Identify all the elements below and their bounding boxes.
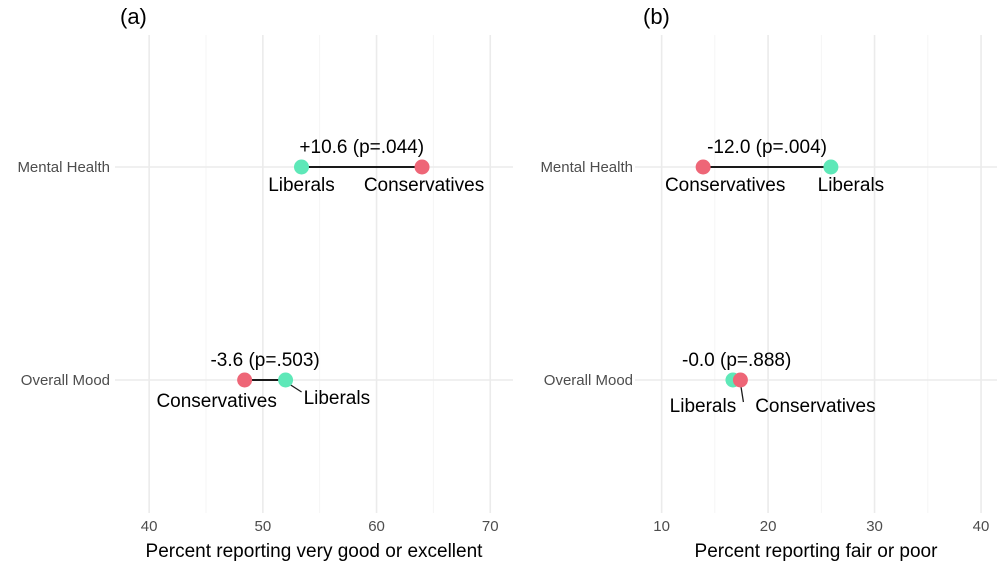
category-label: Overall Mood (21, 372, 110, 389)
x-tick-label: 40 (141, 518, 158, 535)
liberals-point (823, 159, 839, 175)
difference-annotation: -0.0 (p=.888) (682, 350, 791, 371)
conservatives-point (732, 372, 748, 388)
category-label: Mental Health (540, 159, 633, 176)
conservatives-label: Conservatives (665, 175, 785, 196)
x-tick-label: 20 (760, 518, 777, 535)
difference-annotation: -3.6 (p=.503) (210, 350, 319, 371)
x-tick-label: 60 (368, 518, 385, 535)
x-tick-label: 10 (653, 518, 670, 535)
difference-annotation: -12.0 (p=.004) (707, 137, 827, 158)
category-label: Mental Health (17, 159, 110, 176)
panel-tag: (b) (643, 4, 670, 29)
liberals-point (278, 372, 294, 388)
conservatives-point (695, 159, 711, 175)
x-tick-label: 70 (482, 518, 499, 535)
liberals-label: Liberals (818, 175, 885, 196)
liberals-point (293, 159, 309, 175)
difference-annotation: +10.6 (p=.044) (299, 137, 424, 158)
x-axis-title: Percent reporting fair or poor (695, 541, 939, 562)
panel-tag: (a) (120, 4, 147, 29)
x-axis-title: Percent reporting very good or excellent (146, 541, 484, 562)
x-tick-label: 40 (973, 518, 990, 535)
x-tick-label: 50 (254, 518, 271, 535)
liberals-label: Liberals (304, 388, 371, 409)
conservatives-label: Conservatives (364, 175, 484, 196)
conservatives-label: Conservatives (755, 396, 875, 417)
category-label: Overall Mood (544, 372, 633, 389)
conservatives-label: Conservatives (156, 391, 276, 412)
panel-b: 10 20 30 40 (b) Percent reporting fair or poo… (540, 4, 997, 562)
conservatives-point (237, 372, 253, 388)
panel-a: 40 50 60 70 (a) Percent reporting very good o… (17, 4, 513, 562)
liberals-label: Liberals (268, 175, 335, 196)
x-tick-label: 30 (866, 518, 883, 535)
conservatives-point (414, 159, 430, 175)
liberals-label: Liberals (670, 396, 737, 417)
